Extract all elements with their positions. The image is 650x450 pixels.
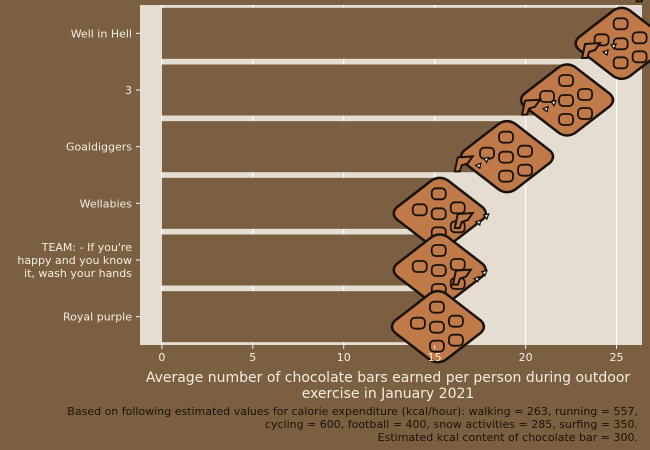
x-tick-label: 15 [428,351,442,364]
y-axis: Well in Hell 3 Goaldiggers Wellabies TEAM: -… [17,27,140,324]
y-tick-label: 3 [125,84,132,97]
x-tick-label: 5 [249,351,256,364]
y-tick-label: Goaldiggers [66,141,132,154]
bar-2 [161,121,512,173]
y-tick-label: Well in Hell [71,27,132,40]
x-tick-label: 0 [158,351,165,364]
caption-line-2: cycling = 600, football = 400, snow acti… [265,418,638,431]
bars [161,7,626,343]
x-tick-label: 25 [610,351,624,364]
bar-0 [161,7,626,59]
x-axis: 0 5 10 15 20 25 [158,345,624,364]
y-tick-label: TEAM: - If you're [41,241,132,254]
grid-lines [161,5,618,345]
y-tick-label: it, wash your hands [24,267,132,280]
y-tick-label: Wellabies [80,197,133,210]
x-tick-label: 10 [337,351,351,364]
caption-line-3: Estimated kcal content of chocolate bar … [378,431,638,444]
bar-1 [161,64,572,116]
y-tick-label: Royal purple [63,311,132,324]
y-tick-label: happy and you know [17,254,132,267]
x-tick-label: 20 [519,351,533,364]
x-axis-label-line-1: Average number of chocolate bars earned … [146,370,631,386]
caption-line-1: Based on following estimated values for … [67,405,638,418]
x-axis-label-line-2: exercise in January 2021 [302,386,475,402]
plot-panel [140,5,642,345]
